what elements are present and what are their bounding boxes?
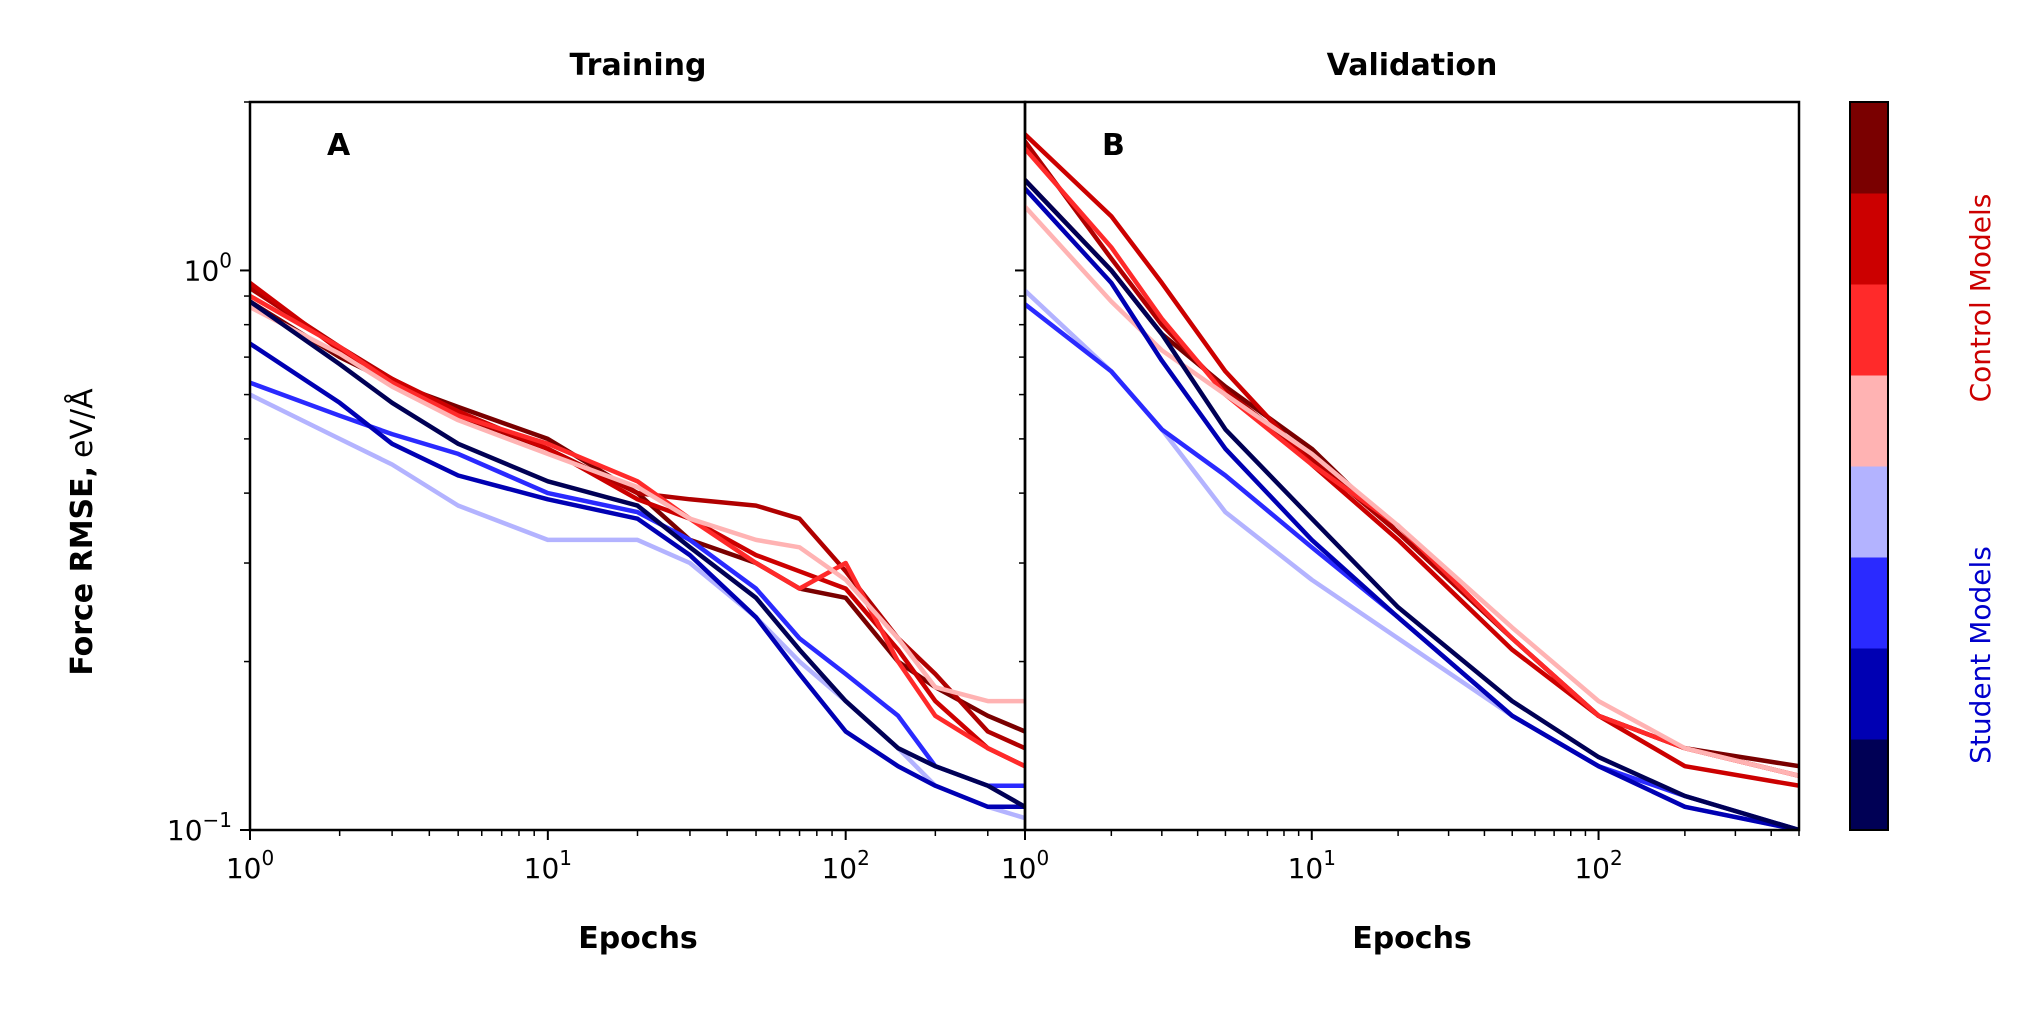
colorbar-swatch [1850,466,1888,558]
colorbar-swatch [1850,648,1888,740]
panel-a-letter: A [327,128,351,163]
panel-a-series-control-5 [250,304,1025,704]
y-tick-label: 10−1 [167,808,232,847]
control-models-label: Control Models [1964,194,1997,403]
panel-a-series-student-6 [250,392,1025,821]
y-axis-label-bold: Force RMSE, [65,466,100,676]
panel-b-series-control-4 [1025,146,1799,779]
y-axis-label: Force RMSE, eV/Å [64,388,100,676]
colorbar-frame [1849,101,1889,831]
panel-a-series-student-8 [250,341,1025,810]
panel-b-x-tick-label: 100 [1001,846,1049,885]
panel-a-series-control-4 [250,293,1025,769]
colorbar-swatch [1850,557,1888,649]
panel-b-frame [1023,100,1801,832]
colorbar-swatch [1850,284,1888,376]
panel-b-x-axis-label: Epochs [1352,921,1472,956]
colorbar-swatch [1850,193,1888,285]
colorbar-swatch [1850,375,1888,467]
panel-b-series-student-7 [1025,302,1799,830]
panel-b-title: Validation [1327,48,1498,83]
panel-a-title: Training [570,48,707,83]
panel-b-series-control-1 [1025,177,1799,769]
colorbar-swatch [1850,102,1888,194]
panel-b-series-control-5 [1025,204,1799,779]
panel-a-series-student-7 [250,380,1025,788]
panel-a-series-student-9 [250,299,1025,810]
panel-a-x-axis-label: Epochs [578,921,698,956]
panel-b-series-control-3 [1025,132,1799,788]
panel-b-letter: B [1102,128,1125,163]
panel-a-series-group [250,280,1025,821]
panel-a-frame [248,100,1027,832]
panel-b-series-student-9 [1025,177,1799,830]
y-axis-label-unit: eV/Å [64,388,100,458]
panel-b-plot-area [1023,100,1801,832]
panel-a-x-tick-label: 102 [821,846,869,885]
y-tick-label: 100 [184,248,232,287]
panel-b-series-student-8 [1025,186,1799,830]
panel-b-x-tick-label: 102 [1574,846,1622,885]
panel-b-series-control-2 [1025,139,1799,779]
colorbar-swatch [1850,739,1888,831]
panel-b-series-group [1025,132,1799,830]
panel-a-plot-area [248,100,1027,832]
student-models-label: Student Models [1964,546,1997,764]
panel-a-x-tick-label: 100 [226,846,274,885]
panel-a-series-control-3 [250,280,1025,769]
panel-b-x-tick-label: 101 [1288,846,1336,885]
colorbar [1849,101,1889,831]
panel-a-x-tick-label: 101 [524,846,572,885]
